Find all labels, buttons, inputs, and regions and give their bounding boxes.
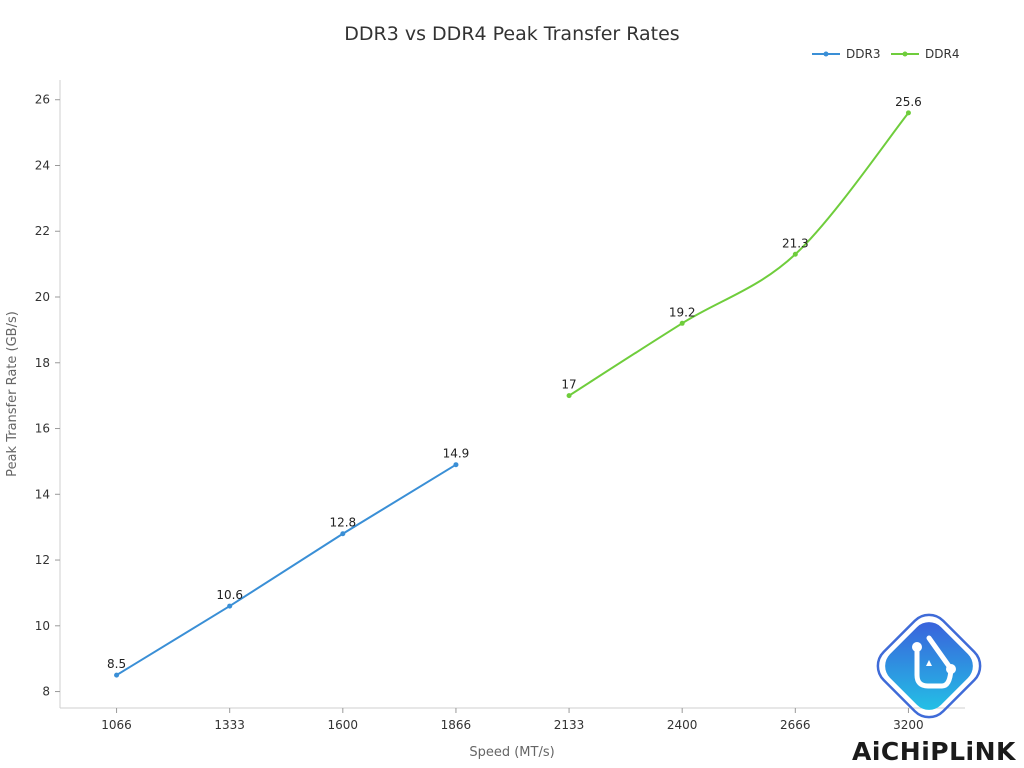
- x-tick-label: 1066: [101, 718, 132, 732]
- ddr4-point[interactable]: [566, 393, 572, 399]
- legend-marker: [902, 51, 908, 57]
- ddr4-data-label: 19.2: [669, 305, 696, 319]
- legend-label: DDR3: [846, 47, 880, 61]
- plot-area: 8.5 10.6 12.8 14.9 17 19.2 21.3 25.6: [107, 95, 922, 678]
- brand-wordmark: AiCHiPLiNK: [852, 737, 1017, 766]
- x-axis: 1066 1333 1600 1866 2133 2400 2666 3200: [60, 707, 965, 732]
- ddr3-data-label: 14.9: [443, 447, 470, 461]
- chart-title: DDR3 vs DDR4 Peak Transfer Rates: [344, 23, 679, 45]
- x-tick-label: 2666: [780, 718, 811, 732]
- ddr3-data-label: 12.8: [329, 516, 356, 530]
- ddr4-line: [568, 112, 910, 397]
- x-tick-label: 1866: [441, 718, 472, 732]
- y-tick-label: 8: [42, 685, 50, 699]
- ddr4-point[interactable]: [679, 320, 685, 326]
- y-tick-label: 22: [35, 224, 50, 238]
- y-tick-label: 16: [35, 422, 50, 436]
- aichiplink-logo-icon: [876, 613, 982, 719]
- ddr3-line: [116, 463, 457, 676]
- x-tick-label: 2400: [667, 718, 698, 732]
- x-axis-title: Speed (MT/s): [469, 745, 554, 760]
- ddr3-point[interactable]: [453, 462, 459, 468]
- legend-item-ddr3[interactable]: DDR3: [812, 47, 880, 61]
- ddr4-point[interactable]: [792, 251, 798, 257]
- legend[interactable]: DDR3 DDR4: [812, 47, 959, 61]
- y-tick-label: 20: [35, 290, 50, 304]
- y-tick-label: 26: [35, 93, 50, 107]
- y-tick-label: 24: [35, 158, 50, 172]
- legend-marker: [823, 51, 829, 57]
- y-tick-label: 18: [35, 356, 50, 370]
- y-axis: 8 10 12 14 16 18 20 22 24 26: [35, 80, 61, 708]
- series-ddr4: 17 19.2 21.3 25.6: [561, 95, 922, 399]
- legend-label: DDR4: [925, 47, 959, 61]
- x-tick-label: 1600: [328, 718, 359, 732]
- y-axis-title: Peak Transfer Rate (GB/s): [5, 311, 20, 477]
- ddr3-point[interactable]: [227, 603, 233, 609]
- series-ddr3: 8.5 10.6 12.8 14.9: [107, 447, 469, 678]
- ddr4-point[interactable]: [905, 110, 911, 116]
- ddr3-point[interactable]: [114, 672, 120, 678]
- ddr4-data-label: 17: [561, 378, 576, 392]
- ddr3-data-label: 8.5: [107, 657, 126, 671]
- legend-item-ddr4[interactable]: DDR4: [891, 47, 959, 61]
- y-tick-label: 10: [35, 619, 50, 633]
- ddr3-data-label: 10.6: [216, 588, 243, 602]
- x-tick-label: 1333: [214, 718, 245, 732]
- ddr4-data-label: 25.6: [895, 95, 922, 109]
- ddr3-point[interactable]: [340, 531, 346, 537]
- y-tick-label: 14: [35, 487, 50, 501]
- ddr4-data-label: 21.3: [782, 236, 809, 250]
- y-tick-label: 12: [35, 553, 50, 567]
- x-tick-label: 2133: [554, 718, 585, 732]
- x-tick-label: 3200: [893, 718, 924, 732]
